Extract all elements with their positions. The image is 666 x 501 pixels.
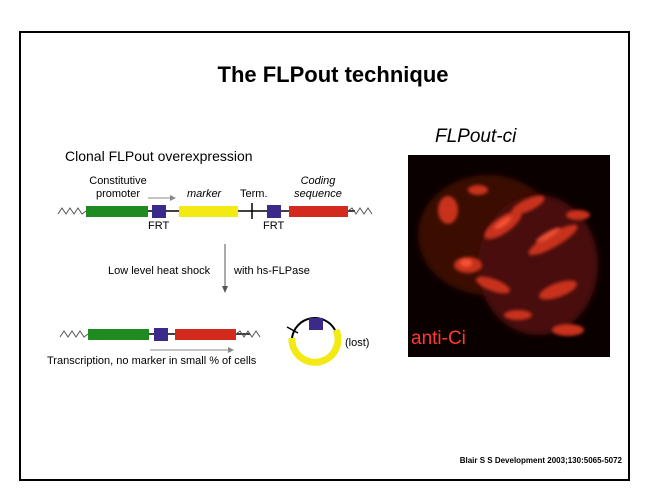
promoter-label-line2: promoter xyxy=(95,188,141,200)
fluorescence-image: anti-Ci xyxy=(408,155,610,357)
result-zigzag-right xyxy=(235,330,261,338)
marker-label: marker xyxy=(187,188,222,200)
result-promoter-block xyxy=(88,329,149,340)
transcription-start-arrowhead xyxy=(170,195,176,201)
transcription-caption: Transcription, no marker in small % of c… xyxy=(47,355,257,367)
coding-label: Coding sequence xyxy=(283,175,353,201)
result-coding-block xyxy=(175,329,236,340)
slide-title: The FLPout technique xyxy=(217,62,449,87)
genomic-zigzag-left xyxy=(57,207,87,215)
result-zigzag-left xyxy=(59,330,89,338)
frt-right-label: FRT xyxy=(263,220,285,232)
flpase-label: with hs-FLPase xyxy=(234,265,310,277)
lost-label: (lost) xyxy=(345,337,370,349)
excised-term-tick xyxy=(286,326,299,334)
photo-title: FLPout-ci xyxy=(435,126,517,147)
step-arrowhead xyxy=(222,286,228,293)
term-label: Term. xyxy=(240,188,268,200)
coding-label-line1: Coding xyxy=(300,175,336,187)
citation: Blair S S Development 2003;130:5065-5072 xyxy=(459,456,622,465)
promoter-label: Constitutive promoter xyxy=(83,175,153,201)
result-transcription-arrowhead xyxy=(228,347,234,353)
genomic-zigzag-right xyxy=(347,207,373,215)
excised-circle-marker xyxy=(288,328,342,366)
frt-left-label: FRT xyxy=(148,220,170,232)
marker-block xyxy=(179,206,238,217)
photo-label: anti-Ci xyxy=(411,328,466,349)
promoter-block xyxy=(86,206,148,217)
diagram-subtitle: Clonal FLPout overexpression xyxy=(65,148,253,164)
excised-frt-box xyxy=(309,318,323,330)
frt-box-right xyxy=(267,205,281,218)
frt-box-left xyxy=(152,205,166,218)
promoter-label-line1: Constitutive xyxy=(89,175,147,187)
result-frt-box xyxy=(154,328,168,341)
fluorescence-texture xyxy=(408,155,610,357)
heat-shock-label: Low level heat shock xyxy=(108,265,211,277)
coding-block xyxy=(289,206,348,217)
coding-label-line2: sequence xyxy=(294,188,342,200)
